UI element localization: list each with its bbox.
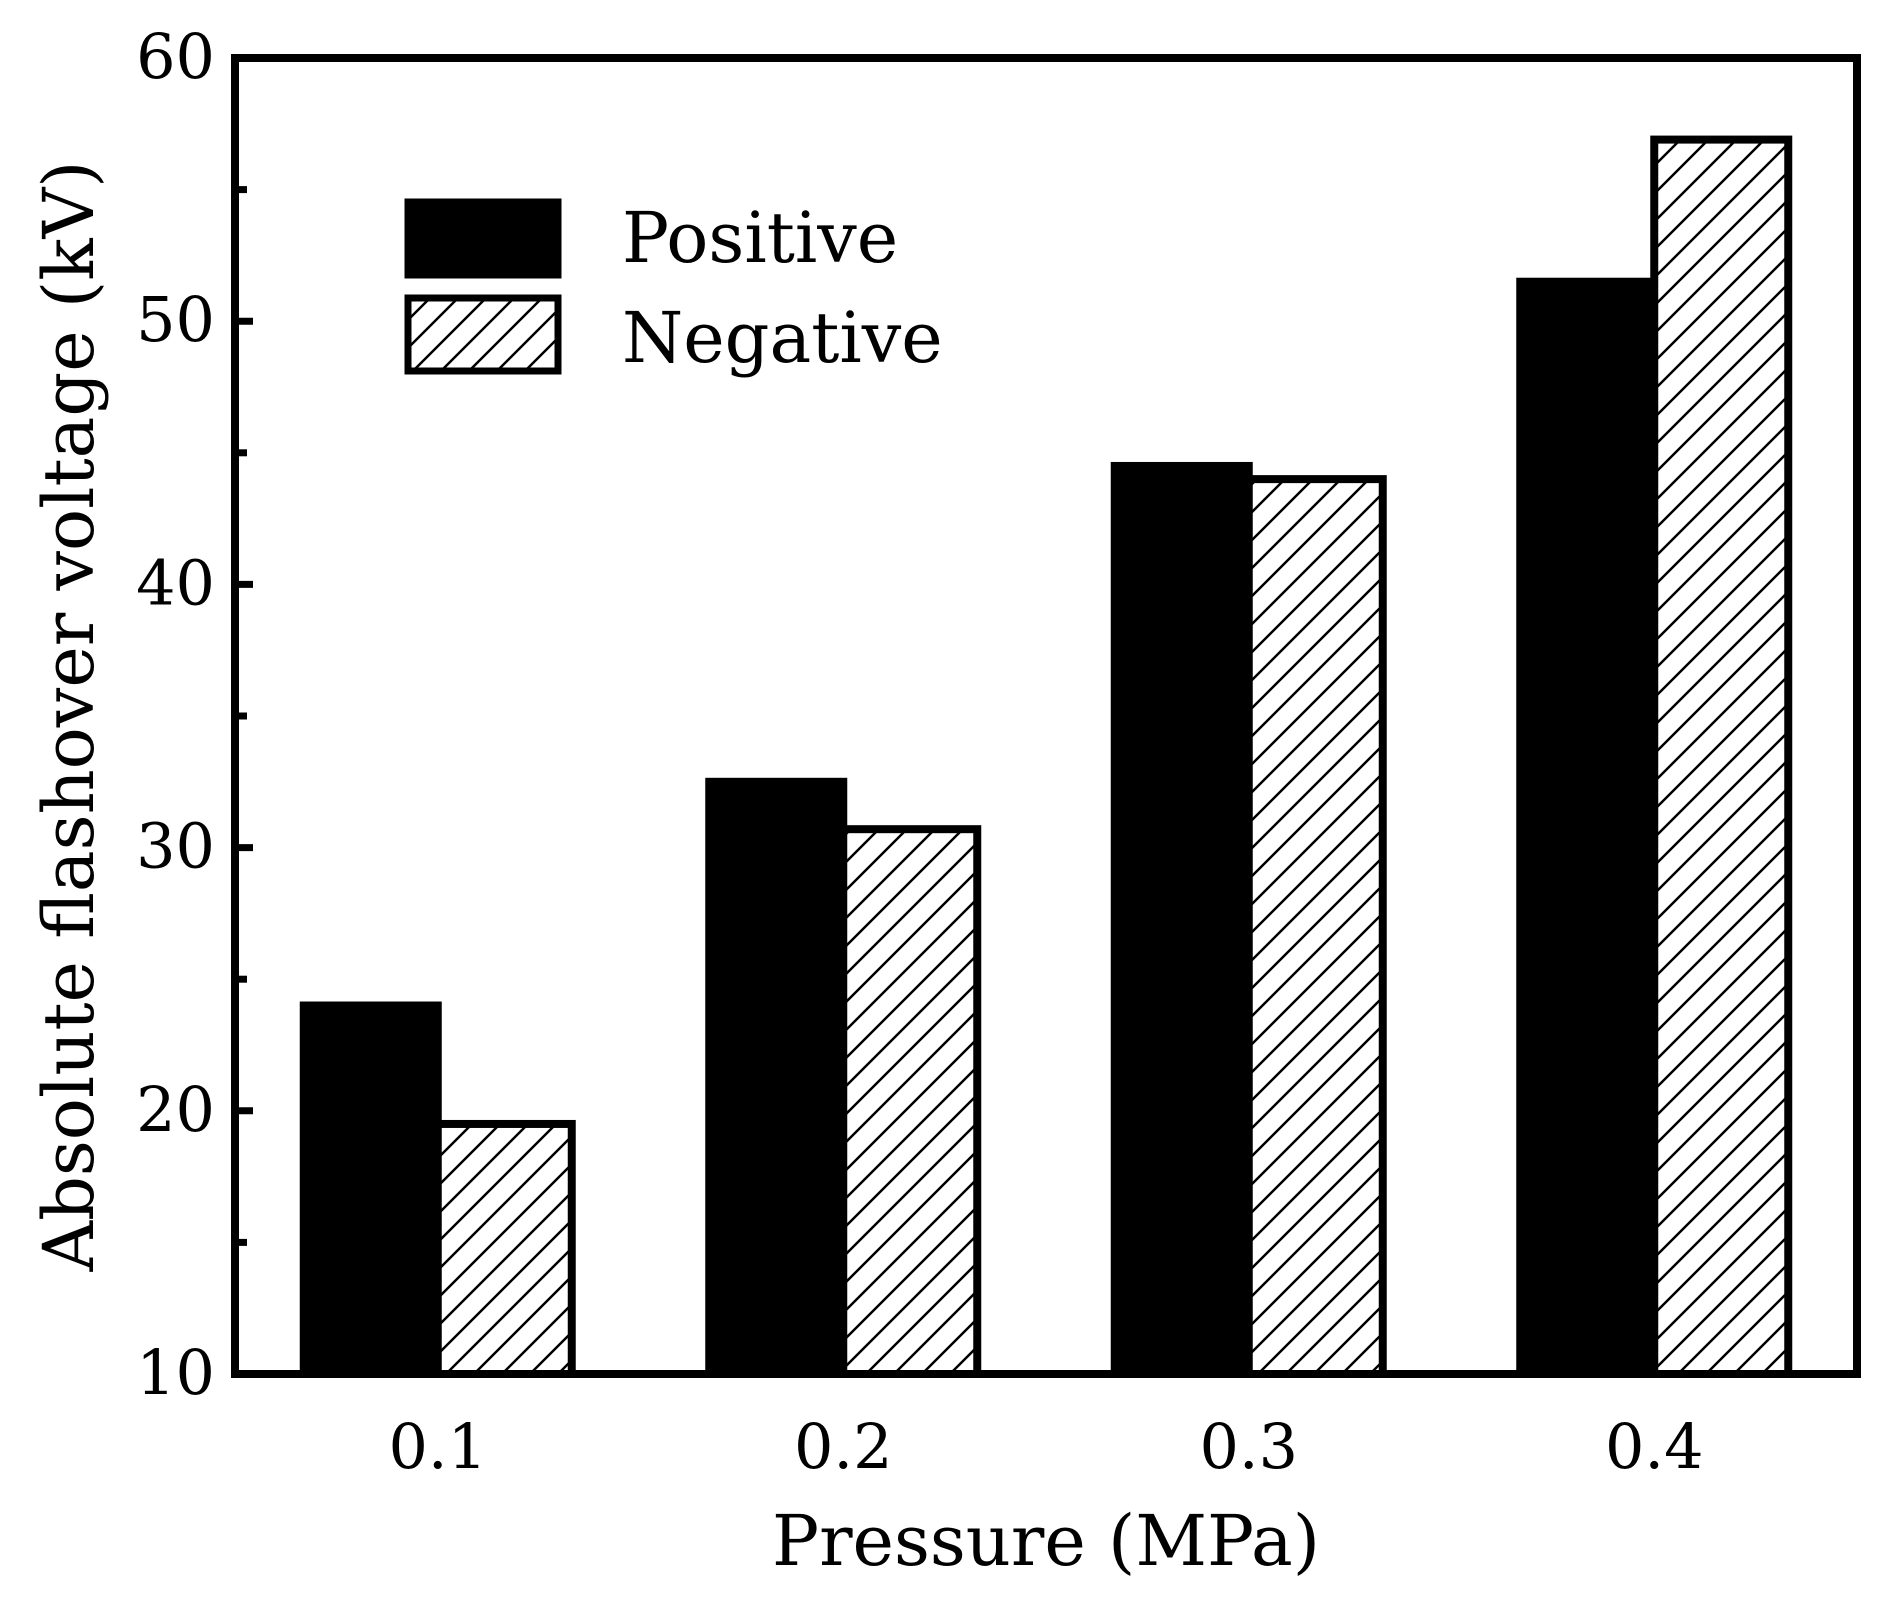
bar-negative-0.3 [1244,475,1387,1378]
legend-swatch-negative [404,294,562,375]
x-axis-label: Pressure (MPa) [772,1500,1320,1582]
y-tick-label: 50 [136,283,215,356]
legend-label-negative: Negative [622,297,943,379]
bar-positive-0.1 [299,1001,442,1379]
y-tick-label: 30 [136,810,215,883]
legend-swatch-positive [404,198,562,279]
bars-layer [299,135,1793,1379]
x-tick-label: 0.1 [388,1410,487,1483]
x-tick-label: 0.2 [794,1410,893,1483]
x-tick-label: 0.4 [1605,1410,1704,1483]
bar-negative-0.4 [1650,135,1793,1378]
legend-label-positive: Positive [622,197,898,279]
x-tick-labels: 0.1 0.2 0.3 0.4 [388,1410,1703,1483]
bar-negative-0.1 [433,1119,576,1378]
bar-positive-0.3 [1110,461,1253,1378]
legend: Positive Negative [404,197,943,379]
plot-frame [231,54,1861,1378]
y-tick-labels: 10 20 30 40 50 60 [136,20,215,1409]
bar-negative-0.2 [839,825,982,1378]
bar-positive-0.2 [705,777,848,1378]
y-axis-label: Absolute flashover voltage (kV) [28,161,110,1273]
y-tick-label: 20 [136,1073,215,1146]
y-tick-label: 60 [136,20,215,93]
y-tick-label: 10 [136,1336,215,1409]
x-tick-label: 0.3 [1199,1410,1298,1483]
y-tick-label: 40 [136,546,215,619]
bar-positive-0.4 [1516,277,1659,1379]
